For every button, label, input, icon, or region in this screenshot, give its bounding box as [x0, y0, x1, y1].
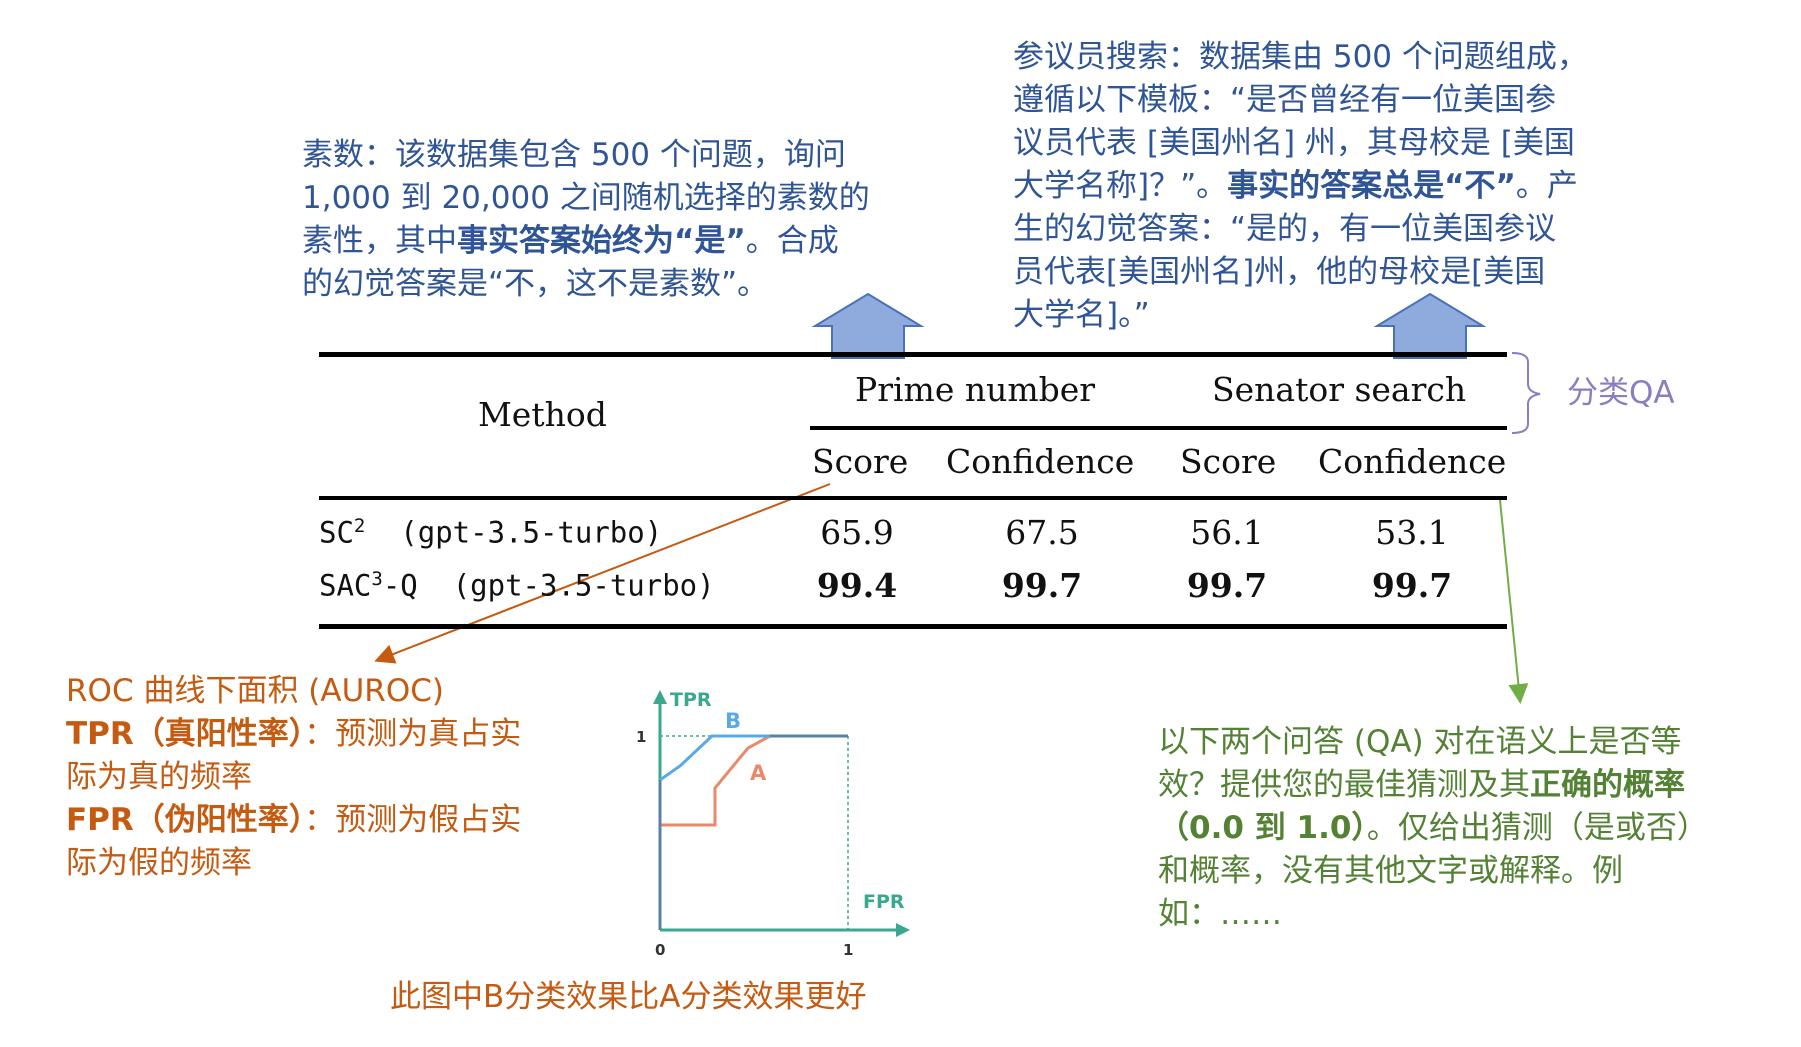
- tpr-definition-cont: 际为真的频率: [66, 759, 252, 795]
- tpr-definition: TPR（真阳性率）：预测为真占实: [66, 716, 522, 752]
- roc-chart: TPR FPR 1 0 1 A B: [636, 689, 910, 959]
- curve-b-label: B: [725, 709, 741, 733]
- prime-number-note: 素数：该数据集包含 500 个问题，询问 1,000 到 20,000 之间随机…: [302, 134, 942, 306]
- table-row-method: SC2 (gpt-3.5-turbo): [319, 515, 663, 550]
- table-cell: 67.5: [1005, 513, 1079, 552]
- score-connector-line: [374, 483, 831, 664]
- group-rule-prime: [810, 426, 1507, 430]
- method-header: Method: [478, 395, 607, 434]
- prime-note-line: 1,000 到 20,000 之间随机选择的素数的: [302, 180, 870, 216]
- qa-note-line: 如：……: [1158, 896, 1282, 932]
- qa-note-emphasis: （0.0 到 1.0）: [1158, 810, 1367, 846]
- table-cell: 53.1: [1375, 513, 1449, 552]
- qa-note-line: 和概率，没有其他文字或解释。例: [1158, 853, 1623, 889]
- sub-header-confidence: Confidence: [946, 442, 1135, 481]
- header-bottom-rule: [319, 496, 1507, 500]
- table-cell: 56.1: [1190, 513, 1264, 552]
- senator-note-line: 大学名]。”: [1013, 297, 1150, 333]
- qa-note-line: 效？提供您的最佳猜测及其正确的概率: [1158, 767, 1685, 803]
- senator-note-line: 生的幻觉答案：“是的，有一位美国参议: [1013, 211, 1557, 247]
- roc-title: ROC 曲线下面积 (AUROC): [66, 673, 444, 709]
- senator-note-line: 参议员搜索：数据集由 500 个问题组成，: [1013, 39, 1588, 75]
- prime-note-line: 的幻觉答案是“不，这不是素数”。: [302, 266, 769, 302]
- group-header-senator: Senator search: [1212, 370, 1467, 409]
- sub-header-confidence: Confidence: [1318, 442, 1507, 481]
- table-row-method: SAC3-Q (gpt-3.5-turbo): [319, 568, 715, 603]
- fpr-definition: FPR（伪阳性率）：预测为假占实: [66, 802, 522, 838]
- right-brace-icon: [1511, 352, 1541, 434]
- table-cell: 99.7: [1186, 566, 1268, 605]
- up-arrow-icon: [1373, 292, 1487, 359]
- y-axis-label: TPR: [670, 689, 712, 711]
- y-axis-arrow-icon: [653, 690, 667, 704]
- senator-note-line: 大学名称]？”。事实的答案总是“不”。产: [1013, 168, 1578, 204]
- prime-note-line: 素数：该数据集包含 500 个问题，询问: [302, 137, 846, 173]
- senator-note-line: 遵循以下模板：“是否曾经有一位美国参: [1013, 82, 1557, 118]
- qa-note-emphasis: 正确的概率: [1530, 767, 1685, 803]
- table-cell: 99.7: [1371, 566, 1453, 605]
- table-cell: 99.7: [1001, 566, 1083, 605]
- senator-note-line: 员代表[美国州名]州，他的母校是[美国: [1013, 254, 1546, 290]
- classification-qa-label: 分类QA: [1567, 375, 1675, 411]
- senator-note-emphasis: 事实的答案总是“不”: [1227, 168, 1516, 204]
- prime-note-emphasis: 事实答案始终为“是”: [457, 223, 746, 259]
- fpr-definition-cont: 际为假的频率: [66, 845, 252, 881]
- roc-caption: 此图中B分类效果比A分类效果更好: [390, 979, 867, 1015]
- x-axis-label: FPR: [863, 891, 905, 913]
- senator-search-note: 参议员搜索：数据集由 500 个问题组成， 遵循以下模板：“是否曾经有一位美国参…: [1013, 36, 1713, 337]
- group-header-prime: Prime number: [855, 370, 1096, 409]
- qa-note-line: 以下两个问答 (QA) 对在语义上是否等: [1158, 724, 1682, 760]
- sub-header-score: Score: [1180, 442, 1277, 481]
- curve-a-label: A: [750, 761, 767, 785]
- table-cell: 99.4: [816, 566, 898, 605]
- senator-note-line: 议员代表 [美国州名] 州，其母校是 [美国: [1013, 125, 1575, 161]
- x-axis-arrow-icon: [896, 923, 910, 937]
- table-bottom-rule: [319, 624, 1507, 629]
- qa-note-line: （0.0 到 1.0）。仅给出猜测（是或否）: [1158, 810, 1708, 846]
- table-top-rule: [319, 352, 1507, 357]
- x-tick-label: 1: [843, 941, 853, 959]
- prime-note-line: 素性，其中事实答案始终为“是”。合成: [302, 223, 839, 259]
- table-cell: 65.9: [820, 513, 894, 552]
- y-tick-label: 1: [636, 728, 646, 746]
- qa-prompt-note: 以下两个问答 (QA) 对在语义上是否等 效？提供您的最佳猜测及其正确的概率 （…: [1158, 721, 1798, 936]
- x-tick-label: 0: [655, 941, 665, 959]
- confidence-connector-line: [1499, 499, 1529, 704]
- roc-definition-note: ROC 曲线下面积 (AUROC) TPR（真阳性率）：预测为真占实 际为真的频…: [66, 670, 626, 885]
- up-arrow-icon: [811, 292, 925, 359]
- sub-header-score: Score: [812, 442, 909, 481]
